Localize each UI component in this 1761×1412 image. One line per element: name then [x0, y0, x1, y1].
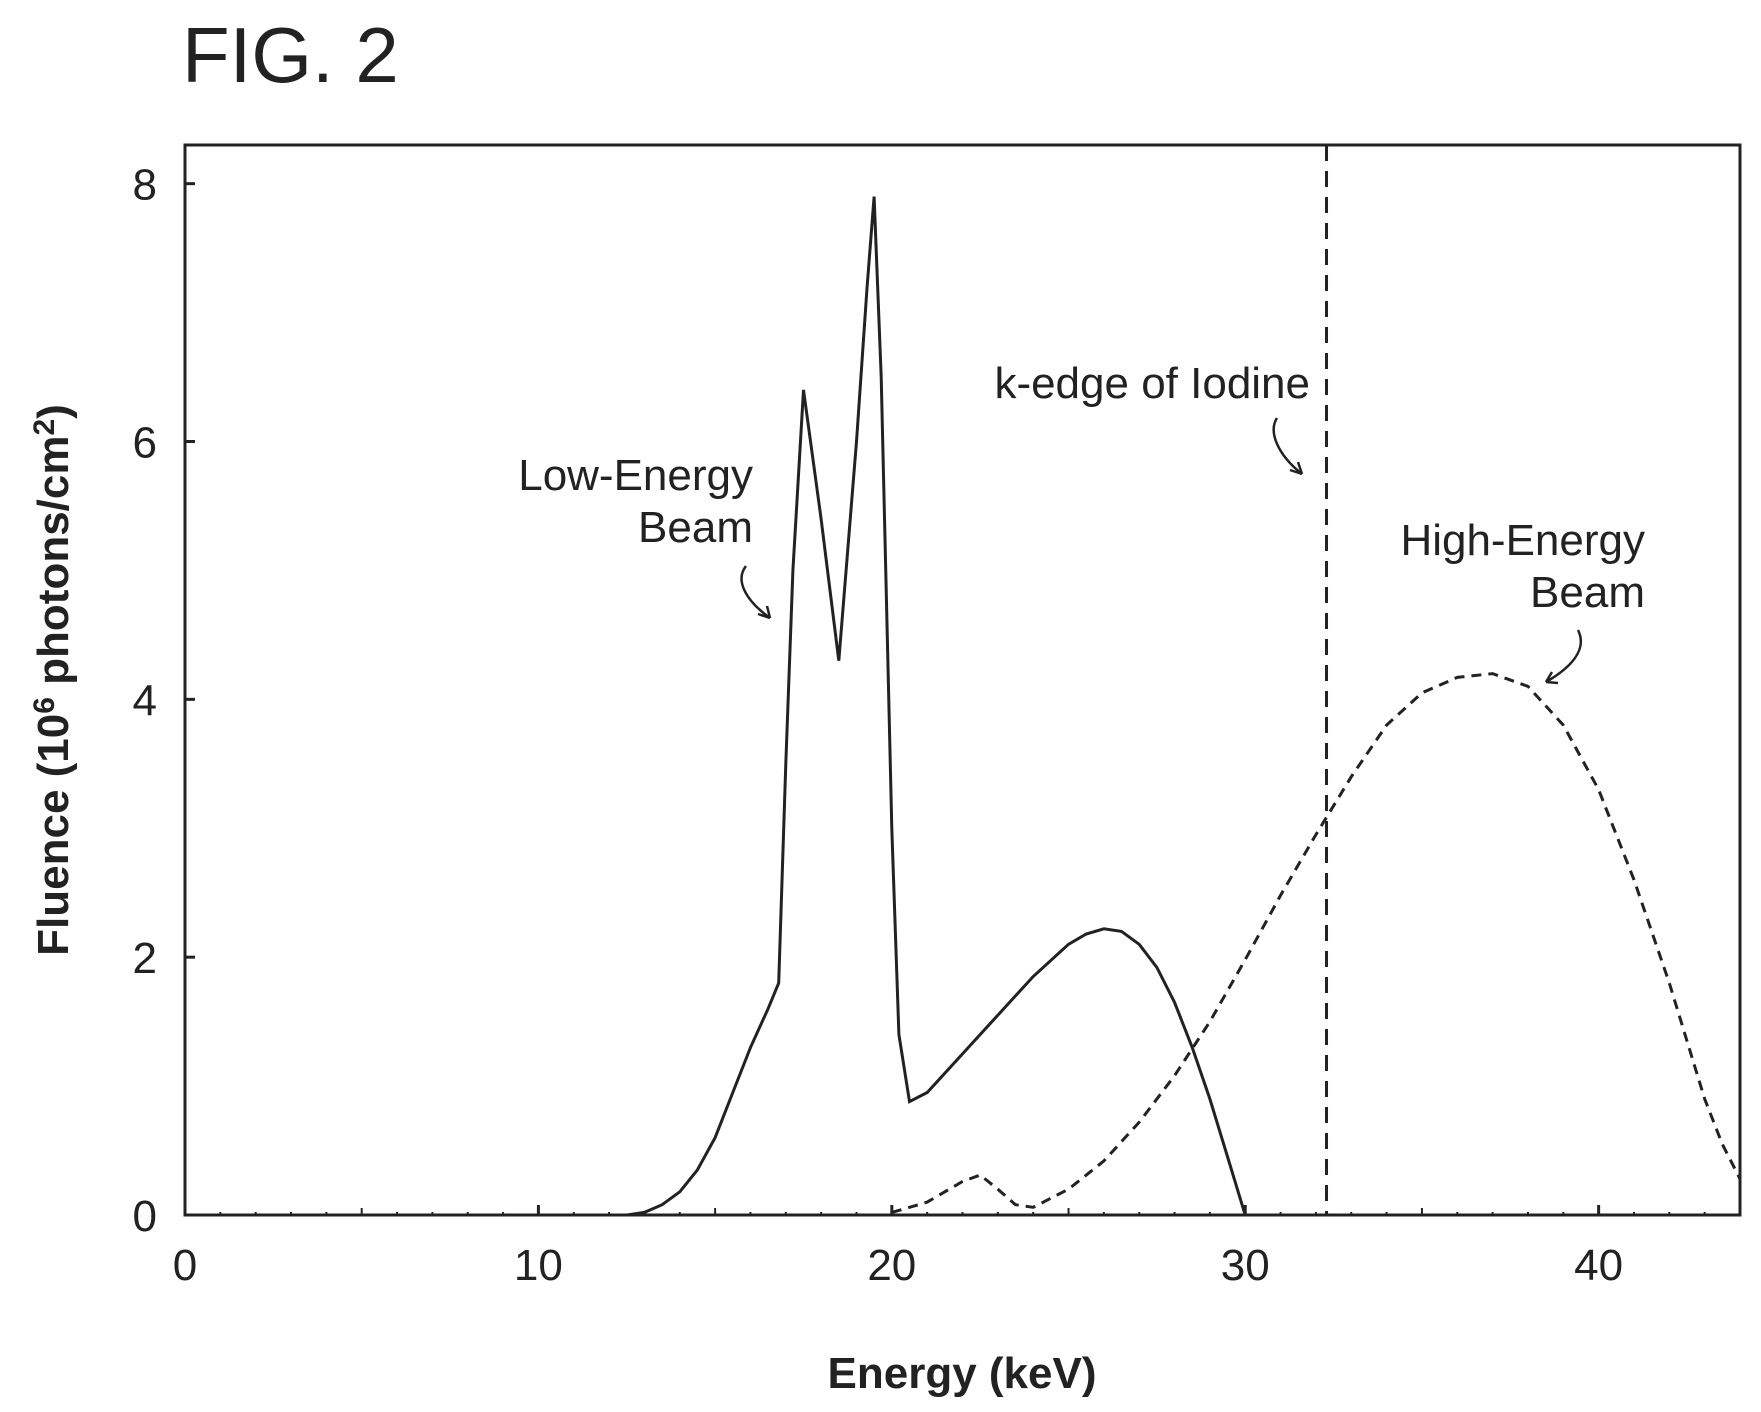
y-axis-ticks: 0 2 4 6 8 — [133, 161, 195, 1241]
high-energy-beam-curve — [891, 672, 1742, 1214]
low-energy-beam-curve — [185, 196, 1247, 1217]
k-edge-arrowhead — [1289, 461, 1304, 476]
figure-title: FIG. 2 — [182, 11, 399, 99]
x-tick-label: 20 — [867, 1241, 916, 1290]
y-axis-label-part2: photons/cm — [29, 436, 78, 698]
y-tick-label: 2 — [133, 934, 157, 983]
high-energy-beam-arrow — [1545, 629, 1583, 684]
y-axis-label-part1: Fluence (10 — [29, 714, 78, 956]
y-axis-label-unit-exponent: 2 — [28, 419, 61, 436]
x-tick-label: 40 — [1574, 1241, 1623, 1290]
y-tick-label: 6 — [133, 419, 157, 468]
high-energy-beam-label-line1: High-Energy — [1400, 516, 1645, 565]
x-tick-label: 10 — [514, 1241, 563, 1290]
high-energy-beam-label-line2: Beam — [1530, 568, 1645, 617]
k-edge-label: k-edge of Iodine — [994, 359, 1310, 408]
k-edge-arrow — [1272, 417, 1303, 475]
y-tick-label: 0 — [133, 1192, 157, 1241]
x-axis-ticks: 0 10 20 30 40 — [173, 1205, 1741, 1290]
y-tick-label: 4 — [133, 676, 157, 725]
y-axis-label: Fluence (106 photons/cm2) — [28, 404, 78, 956]
low-energy-beam-arrow — [740, 565, 771, 620]
low-energy-beam-label-line1: Low-Energy — [518, 451, 753, 500]
x-tick-label: 0 — [173, 1241, 197, 1290]
y-tick-label: 8 — [133, 161, 157, 210]
y-axis-label-exponent: 6 — [28, 697, 61, 714]
y-axis-label-part3: ) — [29, 404, 78, 419]
x-tick-label: 30 — [1221, 1241, 1270, 1290]
high-energy-beam-arrowhead — [1544, 671, 1559, 685]
low-energy-beam-label-line2: Beam — [638, 503, 753, 552]
low-energy-beam-arrowhead — [757, 605, 772, 620]
x-axis-label: Energy (keV) — [828, 1349, 1097, 1398]
